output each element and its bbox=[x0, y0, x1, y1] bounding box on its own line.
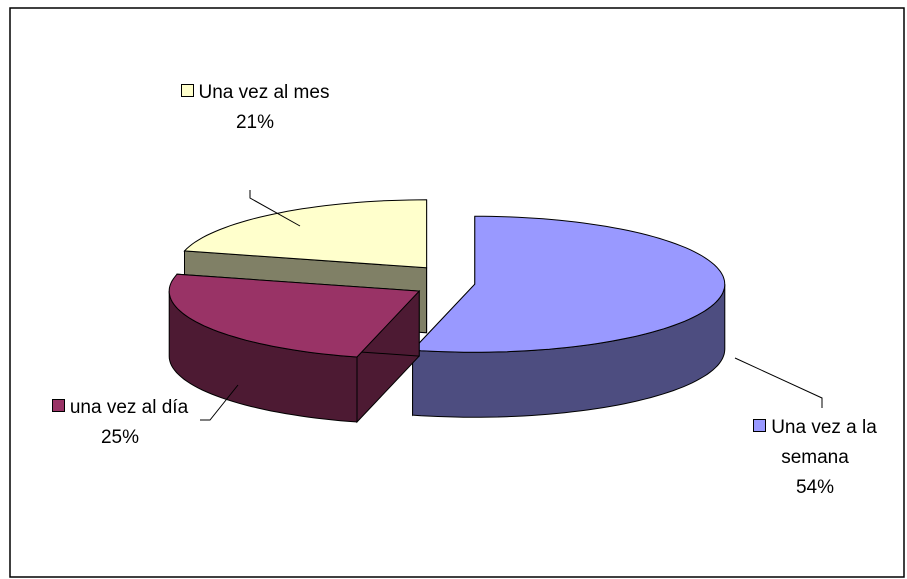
slice-label: Una vez a la semana 54% bbox=[730, 413, 900, 503]
leader-line bbox=[734, 357, 823, 408]
leader-line bbox=[249, 190, 301, 227]
value-label: 21% bbox=[235, 112, 275, 133]
value-label: 25% bbox=[100, 427, 140, 448]
slice-label: Una vez al mes 21% bbox=[170, 78, 340, 138]
leader-line bbox=[200, 384, 239, 421]
category-label: Una vez a la semana bbox=[771, 417, 877, 468]
legend-key bbox=[180, 84, 194, 97]
slice-label: una vez al día 25% bbox=[20, 393, 220, 453]
category-label: una vez al día bbox=[69, 397, 189, 418]
pie bbox=[168, 199, 726, 424]
legend-key bbox=[753, 419, 767, 432]
slice bbox=[411, 215, 726, 353]
chart-frame bbox=[9, 7, 905, 578]
legend-key bbox=[51, 399, 65, 412]
slice bbox=[168, 273, 421, 358]
category-label: Una vez al mes bbox=[198, 82, 330, 103]
value-label: 54% bbox=[795, 477, 835, 498]
slice bbox=[183, 199, 428, 269]
